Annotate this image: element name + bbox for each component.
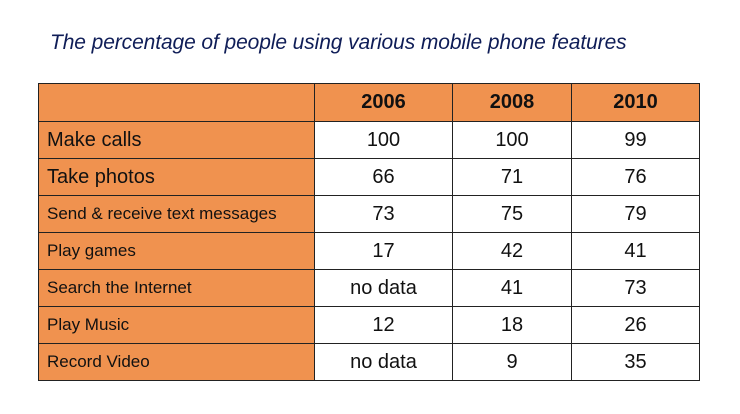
table-row: Take photos 66 71 76: [38, 158, 700, 196]
row-label: Play Music: [38, 306, 315, 344]
table-row: Play Music 12 18 26: [38, 306, 700, 344]
column-header-2010: 2010: [571, 83, 700, 122]
row-label: Search the Internet: [38, 269, 315, 307]
table-cell: 73: [314, 195, 453, 233]
table-row: Search the Internet no data 41 73: [38, 269, 700, 307]
column-header-2006: 2006: [314, 83, 453, 122]
chart-title: The percentage of people using various m…: [50, 31, 627, 54]
table-cell: 76: [571, 158, 700, 196]
table-row: Play games 17 42 41: [38, 232, 700, 270]
table-cell: 79: [571, 195, 700, 233]
table-cell: no data: [314, 269, 453, 307]
table-cell: 71: [452, 158, 572, 196]
table-cell: 41: [571, 232, 700, 270]
row-label: Record Video: [38, 343, 315, 381]
table-cell: 18: [452, 306, 572, 344]
table-cell: 99: [571, 121, 700, 159]
column-header-2008: 2008: [452, 83, 572, 122]
table-cell: 100: [314, 121, 453, 159]
header-corner-cell: [38, 83, 315, 122]
table-cell: 12: [314, 306, 453, 344]
table-cell: 26: [571, 306, 700, 344]
table-cell: 41: [452, 269, 572, 307]
table-row: Make calls 100 100 99: [38, 121, 700, 159]
data-table-container: 2006 2008 2010 Make calls 100 100 99 Tak…: [38, 83, 700, 381]
table-cell: 35: [571, 343, 700, 381]
table-cell: 66: [314, 158, 453, 196]
table-cell: 100: [452, 121, 572, 159]
table-cell: 73: [571, 269, 700, 307]
row-label: Take photos: [38, 158, 315, 196]
table-cell: 9: [452, 343, 572, 381]
row-label: Make calls: [38, 121, 315, 159]
row-label: Play games: [38, 232, 315, 270]
header-row: 2006 2008 2010: [38, 83, 700, 122]
row-label: Send & receive text messages: [38, 195, 315, 233]
table-row: Record Video no data 9 35: [38, 343, 700, 381]
table-cell: 42: [452, 232, 572, 270]
table-row: Send & receive text messages 73 75 79: [38, 195, 700, 233]
table-cell: 75: [452, 195, 572, 233]
table-cell: no data: [314, 343, 453, 381]
data-table: 2006 2008 2010 Make calls 100 100 99 Tak…: [38, 83, 700, 381]
table-cell: 17: [314, 232, 453, 270]
